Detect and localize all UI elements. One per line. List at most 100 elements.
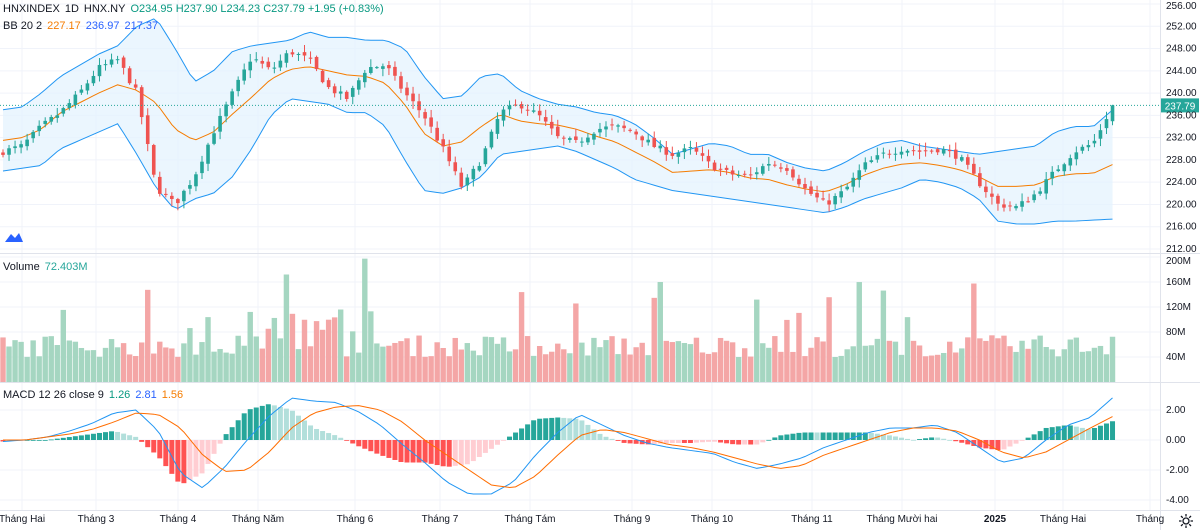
volume-bar (380, 346, 386, 382)
time-axis-label: Tháng 7 (422, 514, 459, 525)
candle-body (881, 152, 886, 154)
volume-bar (1037, 335, 1043, 382)
candle-body (525, 109, 530, 111)
candle-body (308, 57, 313, 59)
candle-body (1020, 201, 1024, 207)
macd-hist-bar (1103, 423, 1109, 440)
macd-hist-bar (362, 440, 368, 449)
volume-bar (585, 355, 591, 382)
time-axis-label: Tháng 3 (78, 514, 115, 525)
settings-gear-icon[interactable] (1178, 513, 1194, 529)
candle-body (652, 137, 657, 148)
candle-body (405, 87, 409, 96)
bb-upper-value: 236.97 (85, 20, 120, 32)
macd-hist-bar (971, 440, 977, 446)
candle-body (947, 149, 952, 152)
bb-label[interactable]: BB 20 2 (3, 20, 43, 32)
candle-body (815, 192, 819, 198)
volume-bar (862, 345, 868, 382)
candle-body (188, 185, 192, 189)
volume-bar (555, 343, 561, 382)
macd-line-value: 2.81 (135, 389, 157, 401)
volume-bar (66, 340, 73, 382)
volume-bar (386, 345, 392, 382)
macd-axis-label: 0.00 (1166, 435, 1186, 446)
volume-label[interactable]: Volume (3, 261, 40, 273)
macd-hist-bar (314, 428, 320, 440)
volume-bar (138, 342, 145, 382)
macd-hist-bar (802, 432, 808, 440)
macd-hist-bar (338, 437, 344, 440)
macd-hist-bar (84, 434, 90, 440)
macd-hist-bar (380, 440, 386, 456)
price-axis-label: 240.00 (1166, 88, 1197, 99)
candle-body (531, 110, 536, 112)
volume-bar (844, 349, 850, 382)
macd-hist-bar (404, 440, 410, 463)
macd-hist-bar (669, 440, 675, 443)
macd-axis-label: -2.00 (1166, 465, 1189, 476)
bb-basis-value: 227.17 (47, 20, 81, 32)
price-axis-label: 248.00 (1166, 44, 1197, 55)
candle-body (803, 183, 807, 189)
volume-bar (205, 317, 211, 382)
candle-body (736, 174, 741, 176)
interval-label[interactable]: 1D (64, 3, 79, 15)
macd-label[interactable]: MACD 12 26 close 9 (3, 389, 104, 401)
macd-hist-bar (350, 440, 356, 444)
tradingview-logo-icon[interactable] (4, 230, 24, 244)
macd-signal-line (3, 405, 1113, 488)
volume-bar (814, 337, 820, 382)
volume-bar (741, 348, 748, 382)
volume-bar (301, 319, 308, 382)
macd-hist-bar (24, 440, 30, 441)
candle-body (459, 172, 464, 187)
macd-hist-bar (820, 432, 826, 440)
candle-body (200, 161, 204, 174)
candle-body (393, 66, 397, 76)
macd-hist-bar (386, 440, 392, 458)
macd-hist-bar (1091, 427, 1097, 440)
volume-bar (500, 337, 507, 382)
macd-hist-bar (205, 440, 211, 465)
macd-hist-bar (591, 429, 597, 440)
candle-body (748, 174, 753, 176)
candle-body (676, 152, 681, 157)
candle-body (610, 124, 614, 126)
macd-hist-bar (1043, 427, 1049, 440)
macd-hist-bar (772, 437, 778, 440)
volume-axis-label: 80M (1166, 327, 1185, 338)
volume-bar (953, 352, 959, 382)
volume-bar (874, 338, 881, 382)
volume-bar (36, 356, 42, 382)
volume-bar (199, 342, 205, 382)
candle-body (923, 150, 928, 152)
candle-body (236, 79, 240, 92)
candle-body (296, 53, 301, 55)
symbol-name[interactable]: HNXINDEX (3, 3, 60, 15)
candle-body (537, 110, 542, 116)
volume-bar (898, 354, 905, 382)
macd-hist-bar (416, 440, 422, 463)
volume-bar (922, 356, 929, 382)
macd-hist-bar (886, 435, 892, 440)
candle-body (555, 126, 560, 137)
macd-hist-bar (790, 433, 796, 440)
volume-bar (977, 338, 983, 382)
macd-hist-bar (555, 417, 561, 440)
candle-body (31, 131, 35, 139)
volume-value: 72.403M (44, 261, 88, 273)
macd-hist-bar (905, 438, 910, 440)
macd-hist-bar (826, 432, 832, 440)
volume-bar (1025, 348, 1031, 382)
macd-hist-bar (663, 440, 669, 444)
macd-hist-bar (850, 432, 856, 440)
volume-bar (778, 351, 784, 382)
volume-bar (211, 351, 217, 382)
macd-hist-bar (507, 436, 513, 440)
macd-hist-bar (344, 440, 350, 441)
volume-bar (543, 354, 549, 382)
last-price-tag (1161, 98, 1199, 113)
volume-bar (187, 328, 193, 382)
